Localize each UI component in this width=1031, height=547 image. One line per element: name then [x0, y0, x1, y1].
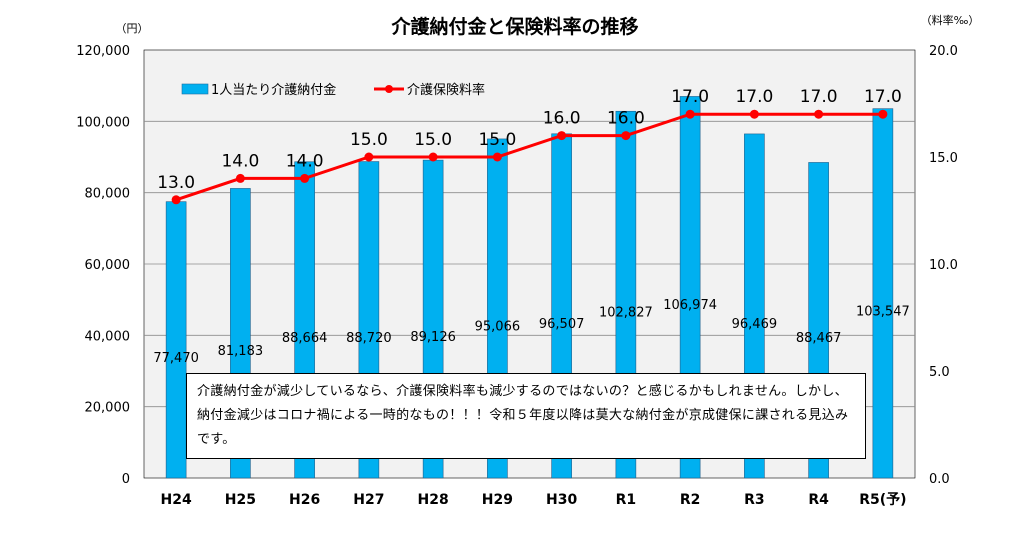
right-tick-label: 0.0: [929, 472, 950, 487]
left-axis-unit: （円）: [116, 22, 149, 35]
left-tick-label: 120,000: [76, 44, 130, 59]
rate-marker: [300, 173, 310, 183]
right-tick-label: 20.0: [929, 44, 958, 59]
x-tick-label: H28: [418, 492, 449, 508]
rate-value-label: 17.0: [864, 87, 902, 107]
bar-value-label: 102,827: [599, 306, 653, 321]
left-axis-ticks: 0 20,000 40,000 60,000 80,000 100,000 120,000: [76, 44, 130, 487]
legend-line-marker: [385, 85, 393, 93]
rate-value-label: 17.0: [671, 87, 709, 107]
note-box: 介護納付金が減少しているなら、介護保険料率も減少するのではないの？と感じるかもし…: [186, 373, 866, 459]
rate-marker: [621, 131, 631, 141]
bar-value-label: 89,126: [410, 330, 456, 345]
rate-value-label: 14.0: [286, 151, 324, 171]
x-tick-label: H24: [161, 492, 192, 508]
rate-value-label: 17.0: [800, 87, 838, 107]
bar-value-label: 88,664: [282, 331, 328, 346]
left-tick-label: 20,000: [85, 401, 131, 416]
x-tick-label: R1: [616, 492, 637, 508]
rate-marker: [235, 173, 245, 183]
rate-value-label: 15.0: [478, 130, 516, 150]
left-tick-label: 40,000: [85, 329, 131, 344]
bar-value-label: 96,469: [732, 317, 778, 332]
line-series: 13.0 14.0 14.0 15.0 15.0 15.0 16.0 16.0 17.0 17.0…: [157, 87, 902, 205]
rate-marker: [878, 109, 888, 119]
x-tick-label: R2: [680, 492, 701, 508]
x-tick-label: H29: [482, 492, 513, 508]
bar-value-label: 81,183: [218, 344, 264, 359]
x-tick-label: R4: [808, 492, 829, 508]
bar-value-label: 95,066: [475, 319, 521, 334]
legend-bar-label: 1人当たり介護納付金: [211, 82, 336, 98]
rate-value-label: 16.0: [543, 109, 581, 129]
rate-value-label: 13.0: [157, 173, 195, 193]
right-axis-unit: （料率‰）: [921, 13, 980, 27]
chart-title: 介護納付金と保険料率の推移: [390, 15, 638, 38]
x-tick-label: H26: [289, 492, 320, 508]
left-tick-label: 100,000: [76, 115, 130, 130]
bar: [872, 108, 894, 479]
rate-marker: [428, 152, 438, 162]
rate-marker: [364, 152, 374, 162]
legend-bar-swatch: [181, 83, 209, 95]
rate-value-label: 14.0: [221, 151, 259, 171]
bar-value-label: 88,467: [796, 331, 842, 346]
rate-value-label: 17.0: [735, 87, 773, 107]
right-tick-label: 5.0: [929, 365, 950, 380]
x-tick-label: H27: [353, 492, 384, 508]
rate-value-label: 15.0: [414, 130, 452, 150]
left-tick-label: 60,000: [85, 258, 131, 273]
rate-marker: [171, 195, 181, 205]
x-tick-label: H30: [546, 492, 577, 508]
bar-value-label: 77,470: [153, 351, 199, 366]
legend-line-label: 介護保険料率: [407, 82, 485, 98]
bar-value-label: 103,547: [856, 304, 910, 319]
bar-value-label: 106,974: [663, 298, 717, 313]
rate-line: [175, 112, 883, 202]
x-tick-label: H25: [225, 492, 256, 508]
x-tick-label: R5(予): [859, 492, 906, 508]
rate-marker: [814, 109, 824, 119]
x-axis-ticks: H24 H25 H26 H27 H28 H29 H30 R1 R2 R3 R4 R5(予): [161, 492, 907, 508]
x-tick-label: R3: [744, 492, 765, 508]
bar-value-label: 88,720: [346, 331, 392, 346]
left-tick-label: 80,000: [85, 187, 131, 202]
rate-value-label: 15.0: [350, 130, 388, 150]
rate-marker: [492, 152, 502, 162]
bar-value-label: 96,507: [539, 317, 585, 332]
right-tick-label: 10.0: [929, 258, 958, 273]
rate-value-label: 16.0: [607, 109, 645, 129]
right-axis-ticks: 0.0 5.0 10.0 15.0 20.0: [929, 44, 958, 487]
legend: 1人当たり介護納付金 介護保険料率: [181, 82, 485, 98]
rate-marker: [749, 109, 759, 119]
left-tick-label: 0: [122, 472, 130, 487]
bar: [165, 201, 187, 479]
rate-marker: [685, 109, 695, 119]
right-tick-label: 15.0: [929, 151, 958, 166]
bar-value-labels: 77,470 81,183 88,664 88,720 89,126 95,066 96,5…: [153, 298, 909, 366]
rate-marker: [557, 131, 567, 141]
